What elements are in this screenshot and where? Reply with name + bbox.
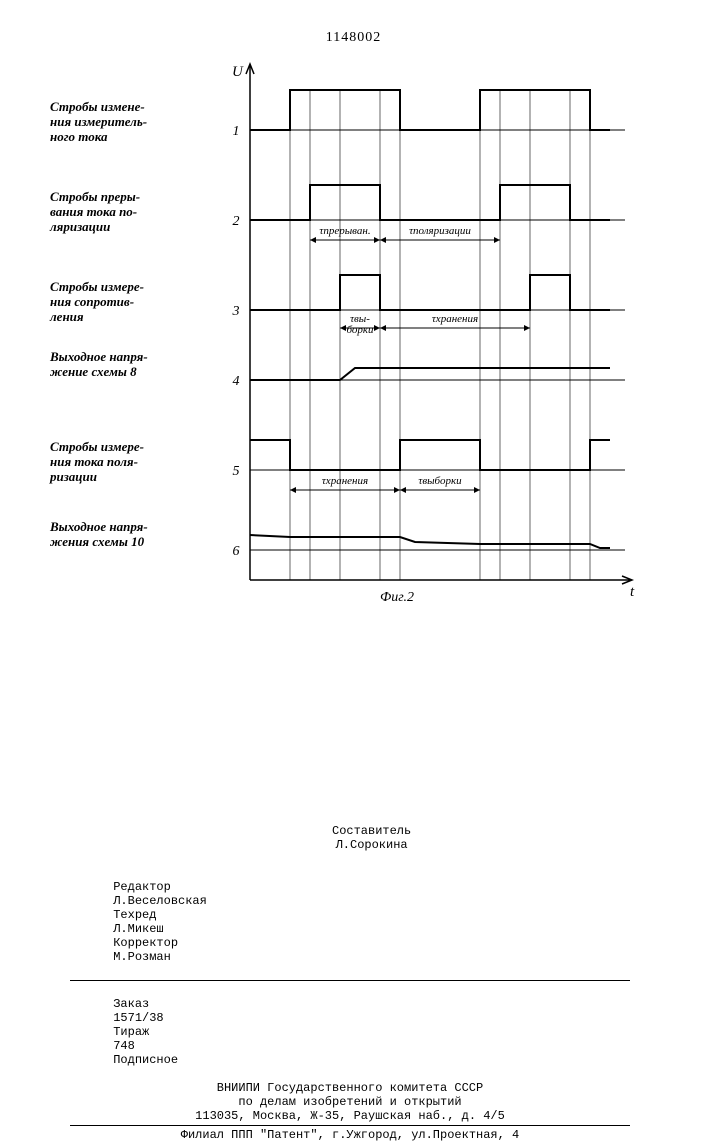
signal-label: Стробы измене-ния измеритель-ного тока <box>50 100 200 145</box>
signal-label: Стробы преры-вания тока по-ляризации <box>50 190 200 235</box>
svg-text:борки: борки <box>346 324 374 336</box>
signal-label: Стробы измере-ния тока поля-ризации <box>50 440 200 485</box>
corrector-label: Корректор <box>113 936 178 950</box>
editor-label: Редактор <box>113 880 171 894</box>
compiler-name: Л.Сорокина <box>336 838 408 852</box>
tech-label: Техред <box>113 908 156 922</box>
divider <box>70 980 630 981</box>
svg-text:τвыборки: τвыборки <box>418 475 462 487</box>
addr-line: 113035, Москва, Ж-35, Раушская наб., д. … <box>70 1109 630 1123</box>
timing-diagram: Ut12τпрерыван.τполяризации3τвы-боркиτхра… <box>50 60 650 600</box>
svg-text:τхранения: τхранения <box>432 313 478 325</box>
svg-text:2: 2 <box>233 214 240 229</box>
divider <box>70 1125 630 1126</box>
corrector-name: М.Розман <box>113 950 171 964</box>
svg-text:U: U <box>232 64 244 80</box>
signal-label: Выходное напря-жения схемы 10 <box>50 520 200 550</box>
footer-block: Составитель Л.Сорокина Редактор Л.Весело… <box>70 810 630 1142</box>
svg-text:t: t <box>630 584 635 600</box>
figure-caption: Фиг.2 <box>380 590 414 606</box>
order-label: Заказ <box>113 997 149 1011</box>
printrun-value: 748 <box>113 1039 135 1053</box>
svg-text:4: 4 <box>233 374 240 389</box>
svg-text:τполяризации: τполяризации <box>409 225 471 237</box>
branch-line: Филиал ППП "Патент", г.Ужгород, ул.Проек… <box>70 1128 630 1142</box>
compiler-label: Составитель <box>332 824 411 838</box>
order-value: 1571/38 <box>113 1011 163 1025</box>
svg-text:6: 6 <box>233 544 240 559</box>
document-number: 1148002 <box>0 30 707 46</box>
svg-text:τхранения: τхранения <box>322 475 368 487</box>
org-line-2: по делам изобретений и открытий <box>70 1095 630 1109</box>
svg-text:τпрерыван.: τпрерыван. <box>319 225 370 237</box>
svg-text:3: 3 <box>232 304 240 319</box>
subscribe-text: Подписное <box>113 1053 178 1067</box>
svg-text:5: 5 <box>233 464 240 479</box>
printrun-label: Тираж <box>113 1025 149 1039</box>
tech-name: Л.Микеш <box>113 922 163 936</box>
signal-label: Стробы измере-ния сопротив-ления <box>50 280 200 325</box>
signal-label: Выходное напря-жение схемы 8 <box>50 350 200 380</box>
svg-text:1: 1 <box>233 124 240 139</box>
editor-name: Л.Веселовская <box>113 894 207 908</box>
org-line-1: ВНИИПИ Государственного комитета СССР <box>70 1081 630 1095</box>
